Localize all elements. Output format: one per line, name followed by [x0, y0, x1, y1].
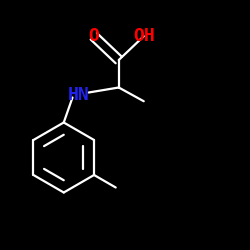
Text: O: O — [88, 27, 99, 45]
Text: HN: HN — [68, 86, 90, 104]
Text: OH: OH — [133, 27, 154, 45]
